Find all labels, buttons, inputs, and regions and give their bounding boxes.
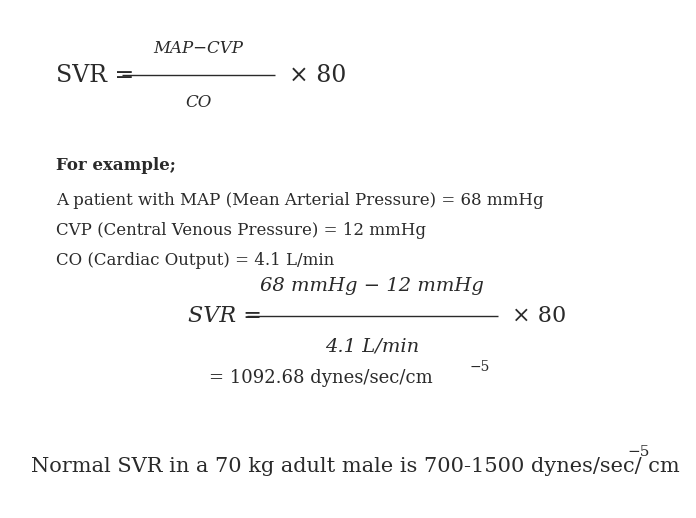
Text: 68 mmHg − 12 mmHg: 68 mmHg − 12 mmHg bbox=[260, 277, 484, 295]
Text: CVP (Central Venous Pressure) = 12 mmHg: CVP (Central Venous Pressure) = 12 mmHg bbox=[56, 222, 426, 239]
Text: Normal SVR in a 70 kg adult male is 700-1500 dynes/sec/ cm: Normal SVR in a 70 kg adult male is 700-… bbox=[31, 457, 680, 476]
Text: 4.1 L/min: 4.1 L/min bbox=[325, 337, 420, 355]
Text: SVR =: SVR = bbox=[188, 305, 262, 327]
Text: = 1092.68 dynes/sec/cm: = 1092.68 dynes/sec/cm bbox=[209, 369, 432, 387]
Text: CO: CO bbox=[185, 94, 212, 110]
Text: For example;: For example; bbox=[56, 157, 175, 174]
Text: A patient with MAP (Mean Arterial Pressure) = 68 mmHg: A patient with MAP (Mean Arterial Pressu… bbox=[56, 193, 544, 209]
Text: −5: −5 bbox=[627, 444, 649, 459]
Text: MAP−CVP: MAP−CVP bbox=[153, 40, 244, 56]
Text: × 80: × 80 bbox=[512, 305, 566, 327]
Text: −5: −5 bbox=[470, 359, 490, 374]
Text: CO (Cardiac Output) = 4.1 L/min: CO (Cardiac Output) = 4.1 L/min bbox=[56, 252, 334, 268]
Text: × 80: × 80 bbox=[289, 64, 346, 87]
Text: SVR =: SVR = bbox=[56, 64, 134, 87]
